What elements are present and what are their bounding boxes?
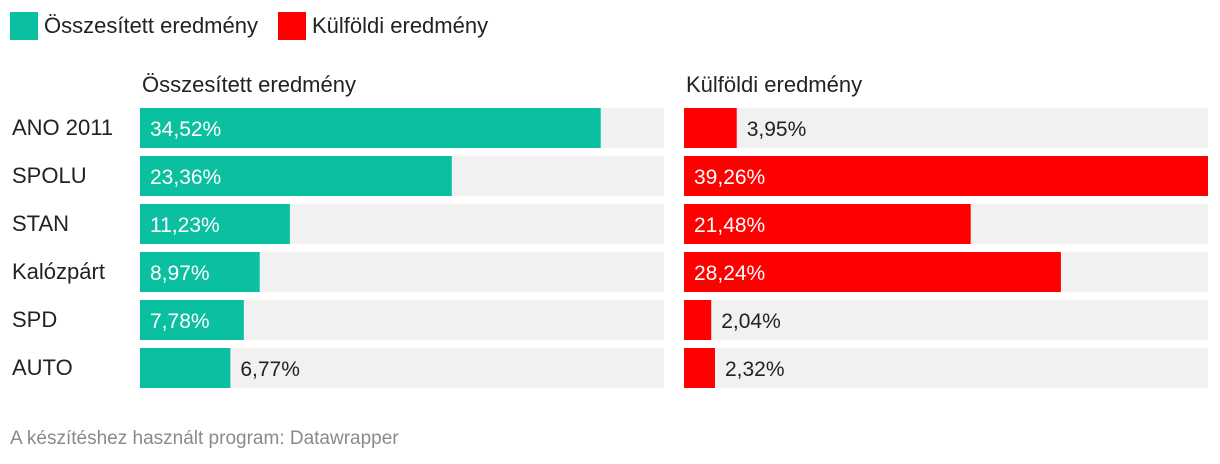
data-label-osszesitett-eredmeny: 7,78%	[150, 310, 210, 333]
bar-kulfoldi-eredmeny	[684, 252, 1061, 292]
bar-chart: Összesített eredmény Külföldi eredmény ANO…	[12, 72, 1208, 388]
bar-kulfoldi-eredmeny	[684, 204, 971, 244]
bar-osszesitett-eredmeny	[140, 252, 260, 292]
data-label-osszesitett-eredmeny: 34,52%	[150, 118, 221, 141]
category-label-ano-2011: ANO 2011	[12, 115, 113, 140]
category-label-stan: STAN	[12, 211, 69, 236]
data-label-kulfoldi-eredmeny: 2,04%	[721, 310, 781, 333]
legend-item-kulfoldi: Külföldi eredmény	[277, 12, 489, 40]
bar-track-kulfoldi-eredmeny	[684, 108, 1208, 148]
bar-track-kulfoldi-eredmeny	[684, 300, 1208, 340]
bar-kulfoldi-eredmeny	[684, 300, 712, 340]
chart-legend: Összesített eredmény Külföldi eredmény	[10, 12, 508, 40]
footer-credit: A készítéshez használt program: Datawrap…	[10, 428, 399, 449]
bar-kulfoldi-eredmeny	[684, 348, 715, 388]
category-label-kalozpart: Kalózpárt	[12, 259, 105, 284]
category-label-spolu: SPOLU	[12, 163, 87, 188]
legend-item-osszesitett: Összesített eredmény	[10, 12, 258, 40]
bar-track-kulfoldi-eredmeny	[684, 348, 1208, 388]
legend-label-kulfoldi: Külföldi eredmény	[311, 13, 489, 38]
data-label-kulfoldi-eredmeny: 28,24%	[694, 262, 765, 285]
bar-osszesitett-eredmeny	[140, 156, 452, 196]
data-label-kulfoldi-eredmeny: 3,95%	[747, 118, 807, 141]
data-label-osszesitett-eredmeny: 11,23%	[150, 214, 220, 237]
panel-title-osszesitett-eredmeny: Összesített eredmény	[142, 72, 356, 97]
bar-osszesitett-eredmeny	[140, 348, 231, 388]
legend-label-osszesitett: Összesített eredmény	[44, 13, 258, 38]
bar-kulfoldi-eredmeny	[684, 108, 737, 148]
data-label-kulfoldi-eredmeny: 21,48%	[694, 214, 765, 237]
data-label-kulfoldi-eredmeny: 2,32%	[725, 358, 785, 381]
legend-swatch-kulfoldi	[277, 12, 306, 40]
data-label-osszesitett-eredmeny: 8,97%	[150, 262, 210, 285]
bar-kulfoldi-eredmeny	[684, 156, 1208, 196]
category-label-spd: SPD	[12, 307, 57, 332]
category-label-auto: AUTO	[12, 355, 73, 380]
legend-swatch-osszesitett	[10, 12, 38, 40]
data-label-kulfoldi-eredmeny: 39,26%	[694, 166, 765, 189]
data-label-osszesitett-eredmeny: 6,77%	[240, 358, 300, 381]
bar-osszesitett-eredmeny	[140, 204, 290, 244]
bar-osszesitett-eredmeny	[140, 300, 244, 340]
data-label-osszesitett-eredmeny: 23,36%	[150, 166, 221, 189]
bar-osszesitett-eredmeny	[140, 108, 601, 148]
panel-title-kulfoldi-eredmeny: Külföldi eredmény	[686, 72, 862, 97]
